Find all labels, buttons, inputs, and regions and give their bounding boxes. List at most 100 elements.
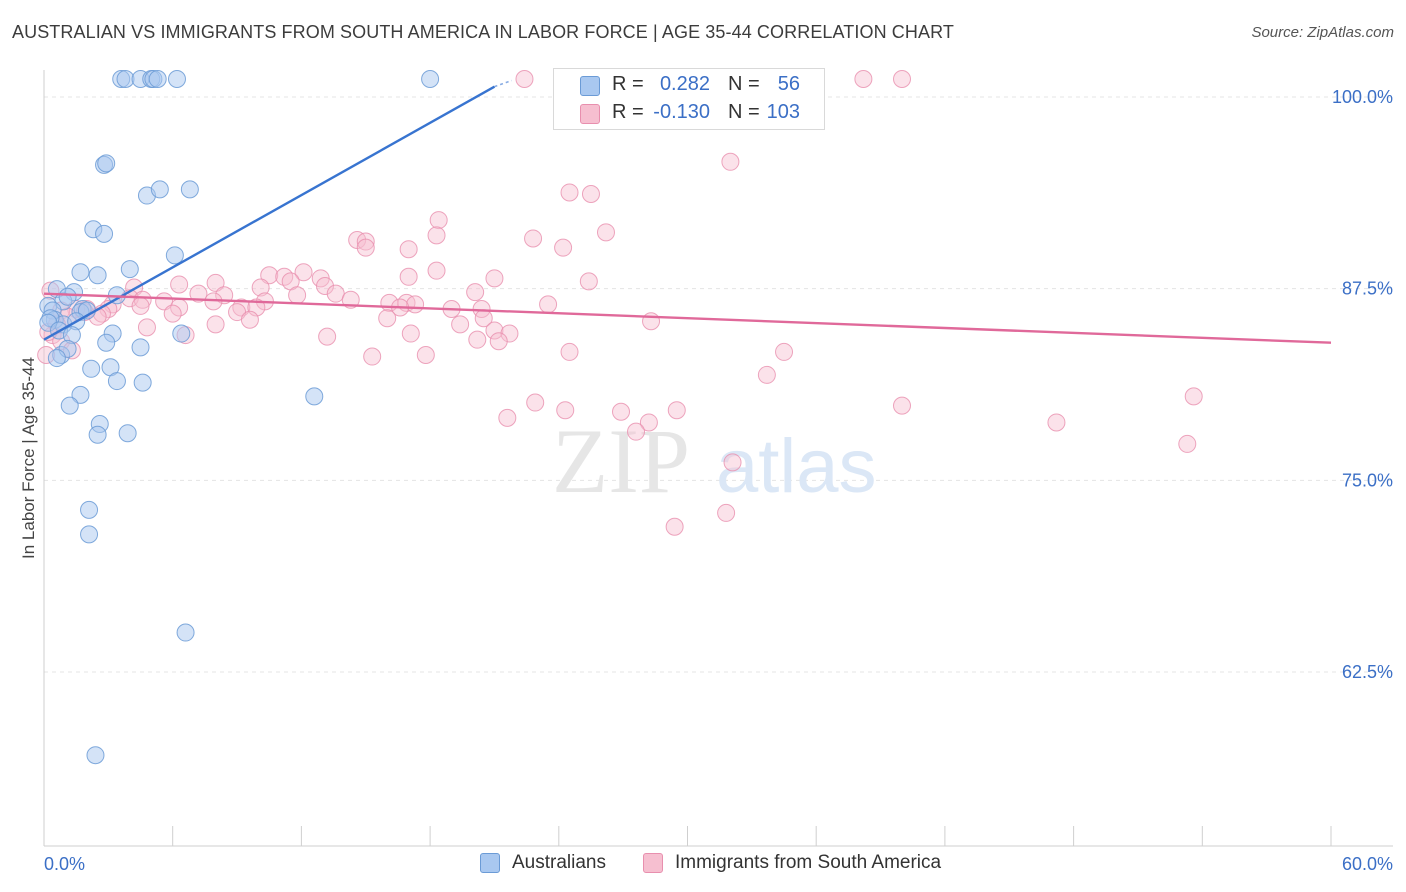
data-point-immigrants — [399, 240, 418, 259]
data-point-immigrants — [240, 310, 259, 329]
data-point-immigrants — [326, 284, 345, 303]
n-value: 56 — [777, 73, 800, 95]
legend-swatch-immigrants — [580, 104, 600, 124]
legend-swatch-australians — [580, 76, 600, 96]
data-point-immigrants — [596, 223, 615, 242]
data-point-immigrants — [717, 503, 736, 522]
data-point-immigrants — [429, 211, 448, 230]
data-point-australians — [88, 425, 107, 444]
data-point-immigrants — [723, 453, 742, 472]
chart-source: Source: ZipAtlas.com — [1251, 24, 1394, 41]
r-value: -0.130 — [653, 101, 710, 123]
data-point-australians — [167, 70, 186, 88]
legend-item-immigrants: Immigrants from South America — [643, 852, 941, 874]
data-point-immigrants — [515, 70, 534, 88]
legend-label-australians: Australians — [512, 852, 606, 873]
data-point-australians — [80, 500, 99, 519]
data-point-immigrants — [854, 70, 873, 88]
correlation-row-australians: R = 0.282 N = 56 — [554, 73, 824, 99]
watermark-zip: ZIP — [552, 410, 690, 512]
data-point-immigrants — [893, 70, 911, 88]
data-point-immigrants — [556, 401, 575, 420]
data-point-immigrants — [170, 275, 189, 294]
data-point-immigrants — [356, 238, 375, 257]
data-point-immigrants — [275, 267, 294, 286]
correlation-row-immigrants: R = -0.130 N = 103 — [554, 101, 824, 127]
grid-layer — [44, 96, 1395, 673]
trend-lines — [43, 79, 1332, 344]
axis-labels: 100.0% 87.5% 75.0% 62.5% 0.0% 60.0% In Labor F… — [19, 87, 1393, 874]
data-point-immigrants — [581, 185, 600, 203]
r-label: R = — [612, 101, 644, 123]
data-point-immigrants — [579, 272, 598, 291]
data-point-immigrants — [539, 295, 558, 314]
data-point-australians — [95, 224, 114, 243]
data-point-immigrants — [757, 365, 776, 384]
data-point-australians — [71, 385, 90, 404]
trend-line-australians-extension — [494, 79, 512, 88]
data-point-australians — [172, 324, 191, 343]
data-point-immigrants — [163, 304, 182, 323]
data-point-immigrants — [1178, 434, 1197, 453]
data-point-immigrants — [427, 261, 446, 280]
data-point-australians — [82, 359, 101, 378]
data-point-immigrants — [401, 324, 420, 343]
data-point-immigrants — [500, 324, 519, 343]
data-point-australians — [80, 525, 99, 544]
n-label: N = — [728, 73, 760, 95]
data-point-immigrants — [363, 347, 382, 366]
x-tick-label-max: 60.0% — [1342, 854, 1393, 874]
data-point-immigrants — [639, 413, 658, 432]
data-point-immigrants — [667, 401, 686, 420]
data-point-australians — [107, 372, 126, 391]
data-point-immigrants — [416, 346, 435, 364]
data-point-immigrants — [560, 183, 579, 202]
data-point-australians — [60, 396, 79, 415]
data-point-immigrants — [526, 393, 545, 412]
data-point-immigrants — [427, 226, 446, 245]
r-label: R = — [612, 73, 644, 95]
y-tick-label: 87.5% — [1342, 279, 1393, 299]
data-point-australians — [116, 70, 135, 88]
data-point-immigrants — [315, 277, 334, 295]
y-tick-label: 62.5% — [1342, 662, 1393, 682]
data-point-immigrants — [288, 286, 307, 305]
y-tick-label: 100.0% — [1332, 87, 1393, 107]
data-point-immigrants — [466, 283, 485, 302]
data-point-australians — [421, 70, 440, 88]
data-point-immigrants — [137, 318, 156, 337]
data-point-australians — [150, 180, 169, 199]
r-value: 0.282 — [659, 73, 710, 95]
data-point-immigrants — [489, 332, 508, 351]
legend-label-immigrants: Immigrants from South America — [675, 852, 942, 873]
data-point-immigrants — [642, 312, 661, 331]
data-point-immigrants — [378, 309, 397, 328]
data-point-australians — [165, 246, 184, 265]
data-point-immigrants — [468, 330, 487, 349]
y-axis-title: In Labor Force | Age 35-44 — [19, 357, 38, 559]
data-point-australians — [88, 266, 107, 285]
data-point-australians — [86, 746, 105, 765]
data-point-immigrants — [451, 315, 470, 334]
data-point-immigrants — [1047, 413, 1066, 432]
data-point-australians — [47, 349, 66, 368]
data-point-immigrants — [399, 267, 418, 286]
watermark: ZIP atlas — [552, 410, 877, 512]
data-point-immigrants — [721, 152, 740, 171]
data-point-immigrants — [485, 321, 504, 340]
data-point-australians — [120, 260, 139, 279]
data-point-australians — [305, 387, 324, 406]
data-point-immigrants — [560, 342, 579, 361]
x-tick-label-min: 0.0% — [44, 854, 85, 874]
data-point-immigrants — [189, 284, 208, 303]
data-point-australians — [148, 70, 167, 88]
data-point-immigrants — [206, 315, 225, 334]
data-point-immigrants — [406, 295, 425, 314]
trend-line-immigrants — [43, 292, 1332, 344]
data-point-australians — [97, 333, 116, 352]
chart-title: AUSTRALIAN VS IMMIGRANTS FROM SOUTH AMER… — [12, 22, 954, 42]
data-point-immigrants — [498, 408, 517, 427]
data-point-australians — [131, 338, 150, 357]
watermark-atlas: atlas — [716, 424, 877, 509]
data-point-australians — [58, 287, 77, 306]
